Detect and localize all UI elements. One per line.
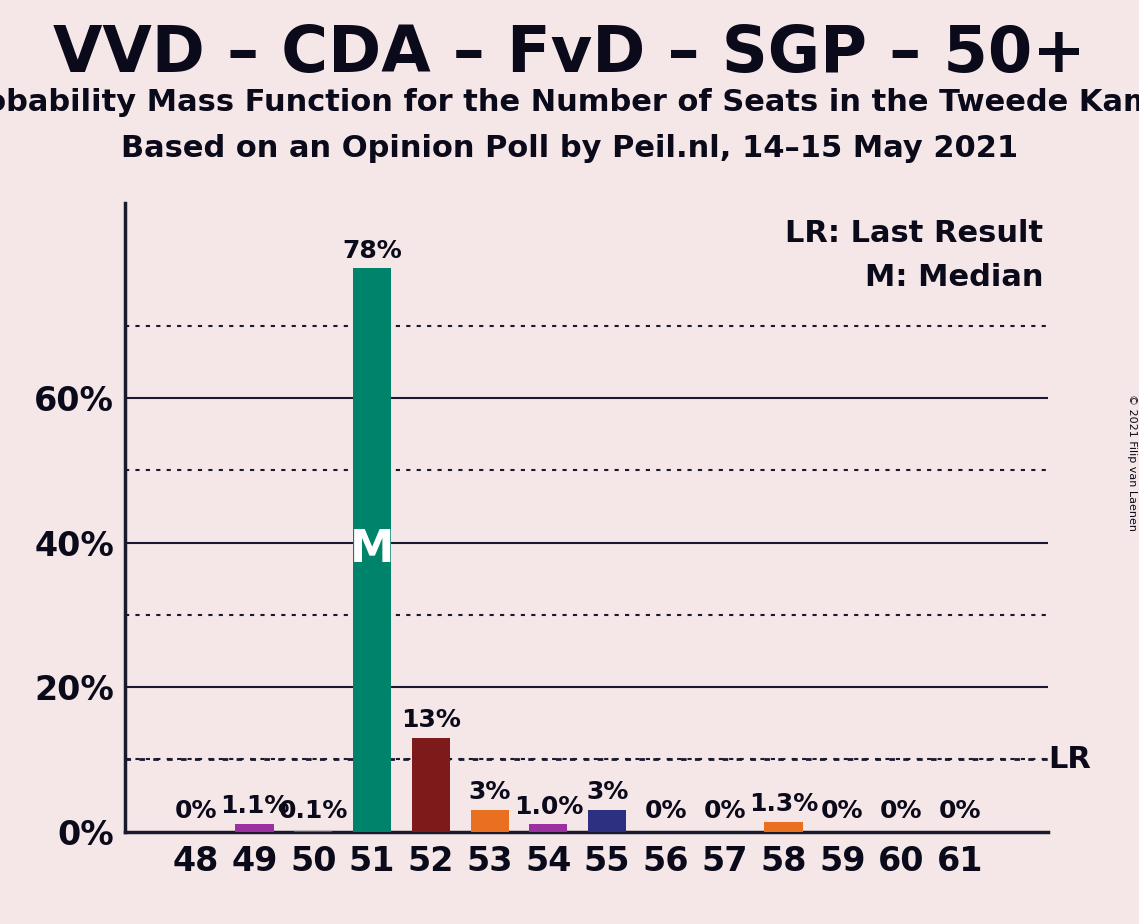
Text: © 2021 Filip van Laenen: © 2021 Filip van Laenen <box>1126 394 1137 530</box>
Text: VVD – CDA – FvD – SGP – 50+: VVD – CDA – FvD – SGP – 50+ <box>54 23 1085 85</box>
Text: M: M <box>350 529 394 571</box>
Bar <box>470 810 509 832</box>
Text: Based on an Opinion Poll by Peil.nl, 14–15 May 2021: Based on an Opinion Poll by Peil.nl, 14–… <box>121 134 1018 163</box>
Text: LR: LR <box>1048 745 1091 774</box>
Bar <box>236 823 273 832</box>
Bar <box>353 268 391 832</box>
Text: 3%: 3% <box>585 780 629 804</box>
Text: 78%: 78% <box>342 238 402 262</box>
Bar <box>764 822 803 832</box>
Bar <box>530 824 567 832</box>
Text: Probability Mass Function for the Number of Seats in the Tweede Kamer: Probability Mass Function for the Number… <box>0 88 1139 116</box>
Text: 13%: 13% <box>401 708 461 732</box>
Text: M: Median: M: Median <box>865 263 1043 292</box>
Text: 0%: 0% <box>821 799 863 823</box>
Text: 0%: 0% <box>174 799 218 823</box>
Text: 0%: 0% <box>704 799 746 823</box>
Text: 1.1%: 1.1% <box>220 794 289 818</box>
Bar <box>412 737 450 832</box>
Text: LR: Last Result: LR: Last Result <box>785 219 1043 248</box>
Text: 1.3%: 1.3% <box>748 793 818 817</box>
Text: 0%: 0% <box>939 799 981 823</box>
Text: 0.1%: 0.1% <box>279 799 349 823</box>
Text: 1.0%: 1.0% <box>514 795 583 819</box>
Text: 0%: 0% <box>879 799 923 823</box>
Text: 3%: 3% <box>468 780 510 804</box>
Bar <box>588 810 626 832</box>
Text: 0%: 0% <box>645 799 687 823</box>
